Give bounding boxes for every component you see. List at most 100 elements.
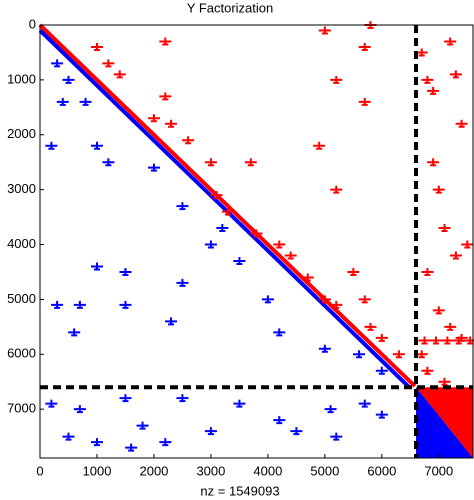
nonzero-cluster [392, 350, 405, 359]
nonzero-cluster [125, 443, 138, 452]
y-tick-label: 0 [29, 16, 36, 31]
nonzero-cluster [159, 92, 172, 101]
nonzero-cluster [159, 37, 172, 46]
nonzero-cluster [204, 427, 217, 436]
nonzero-cluster [318, 295, 331, 304]
x-tick-label: 4000 [253, 463, 282, 478]
lower-block [416, 387, 473, 458]
nonzero-cluster [330, 300, 343, 309]
nonzero-cluster [204, 158, 217, 167]
nonzero-cluster [330, 432, 343, 441]
y-tick-label: 5000 [7, 291, 36, 306]
y-tick-label: 2000 [7, 126, 36, 141]
x-tick-label: 3000 [196, 463, 225, 478]
y-tick-label: 3000 [7, 181, 36, 196]
nonzero-cluster [273, 240, 286, 249]
nonzero-cluster [418, 336, 431, 345]
nonzero-cluster [330, 75, 343, 84]
nonzero-cluster [62, 75, 75, 84]
nonzero-cluster [176, 278, 189, 287]
nonzero-cluster [432, 306, 445, 315]
nonzero-cluster [313, 141, 326, 150]
nonzero-cluster [318, 344, 331, 353]
nonzero-cluster [301, 273, 314, 282]
nonzero-cluster [250, 229, 263, 238]
nonzero-cluster [290, 427, 303, 436]
nonzero-cluster [62, 432, 75, 441]
nonzero-cluster [56, 97, 69, 106]
nonzero-cluster [444, 322, 457, 331]
nonzero-cluster [165, 317, 178, 326]
nonzero-cluster [222, 207, 235, 216]
nonzero-cluster [330, 185, 343, 194]
nonzero-cluster [284, 251, 297, 260]
nonzero-cluster [358, 42, 371, 51]
nonzero-cluster [159, 438, 172, 447]
x-tick-label: 7000 [424, 463, 453, 478]
nonzero-cluster [90, 438, 103, 447]
nonzero-cluster [273, 328, 286, 337]
nonzero-cluster [464, 336, 474, 345]
x-tick-label: 0 [36, 463, 43, 478]
x-tick-label: 6000 [367, 463, 396, 478]
x-tick-label: 5000 [310, 463, 339, 478]
nonzero-cluster [51, 59, 64, 68]
nonzero-cluster [461, 240, 474, 249]
nonzero-cluster [449, 70, 462, 79]
nonzero-cluster [358, 295, 371, 304]
y-tick-label: 4000 [7, 236, 36, 251]
nonzero-cluster [244, 158, 257, 167]
nonzero-cluster [375, 333, 388, 342]
nonzero-cluster [429, 336, 442, 345]
nonzero-cluster [176, 202, 189, 211]
x-axis-label: nz = 1549093 [200, 483, 279, 498]
nonzero-cluster [51, 300, 64, 309]
nonzero-cluster [204, 240, 217, 249]
nonzero-cluster [45, 141, 58, 150]
nonzero-cluster [165, 119, 178, 128]
nonzero-cluster [444, 37, 457, 46]
x-tick-label: 1000 [83, 463, 112, 478]
nonzero-cluster [147, 114, 160, 123]
nonzero-cluster [364, 322, 377, 331]
nonzero-cluster [119, 267, 132, 276]
nonzero-cluster [375, 410, 388, 419]
nonzero-cluster [421, 366, 434, 375]
nonzero-cluster [113, 70, 126, 79]
nonzero-cluster [79, 97, 92, 106]
nonzero-cluster [427, 86, 440, 95]
nonzero-cluster [375, 366, 388, 375]
nonzero-cluster [324, 405, 337, 414]
nonzero-cluster [102, 59, 115, 68]
nonzero-cluster [432, 185, 445, 194]
nonzero-cluster [216, 224, 229, 233]
nonzero-cluster [441, 336, 454, 345]
nonzero-cluster [438, 377, 451, 386]
nonzero-cluster [45, 399, 58, 408]
nonzero-cluster [176, 394, 189, 403]
diagonal-band [38, 23, 417, 388]
nonzero-cluster [452, 336, 465, 345]
nonzero-cluster [273, 416, 286, 425]
nonzero-cluster [427, 158, 440, 167]
nonzero-cluster [210, 191, 223, 200]
nonzero-cluster [421, 75, 434, 84]
diagonal-band [38, 29, 411, 389]
nonzero-cluster [136, 421, 149, 430]
nonzero-cluster [90, 262, 103, 271]
nonzero-cluster [347, 267, 360, 276]
nonzero-cluster [233, 256, 246, 265]
nonzero-cluster [73, 300, 86, 309]
nonzero-cluster [455, 119, 468, 128]
nonzero-cluster [358, 97, 371, 106]
y-tick-label: 1000 [7, 71, 36, 86]
nonzero-cluster [119, 300, 132, 309]
nonzero-cluster [318, 26, 331, 35]
nonzero-cluster [449, 251, 462, 260]
nonzero-cluster [90, 42, 103, 51]
nonzero-cluster [233, 399, 246, 408]
nonzero-cluster [147, 163, 160, 172]
nonzero-cluster [353, 350, 366, 359]
nonzero-cluster [102, 158, 115, 167]
